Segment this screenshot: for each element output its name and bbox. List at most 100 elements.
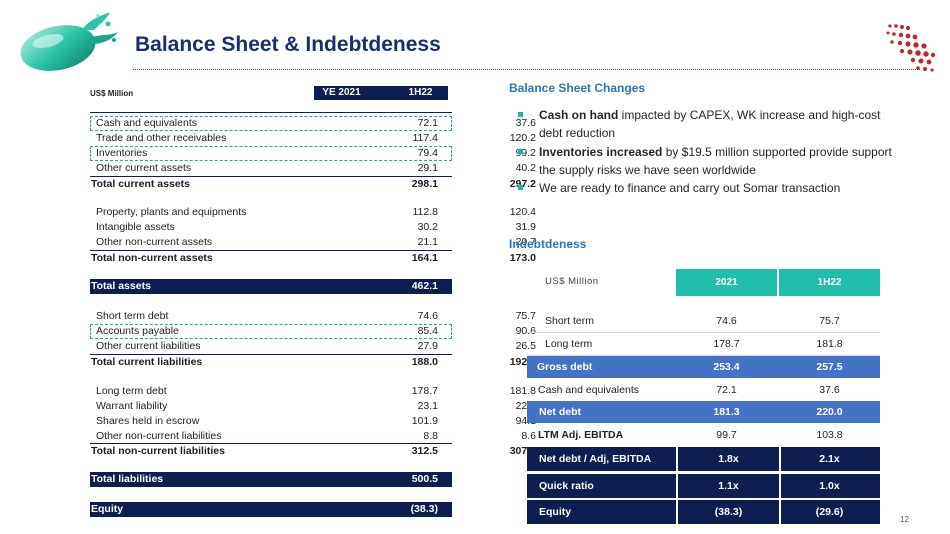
page-number: 12: [900, 515, 909, 524]
table-row: Cash and equivalents 72.1 37.6: [90, 116, 536, 131]
header-divider: [133, 69, 920, 70]
row-value-1h22: 1.0x: [819, 480, 840, 492]
bullet-bold-text: Inventories increased: [539, 145, 663, 159]
balance-table-unit: US$ Million: [90, 89, 134, 98]
row-label: Total assets: [91, 280, 151, 292]
bullet-text: by $19.5 million supported provide suppo…: [539, 145, 892, 177]
table-row-total: Total non-current liabilities 312.5 307.0: [90, 443, 536, 459]
balance-header-band: [369, 86, 393, 100]
row-value-ye2021: 85.4: [417, 325, 438, 337]
row-value-1h22: 8.6: [521, 430, 536, 442]
row-label: Other current liabilities: [96, 340, 201, 352]
table-row: Long term debt 178.7 181.8: [90, 384, 536, 399]
table-row-total: Total current assets 298.1 297.2: [90, 176, 536, 192]
table-row: Other non-current assets 21.1 20.7: [90, 235, 536, 250]
row-label: Inventories: [96, 147, 148, 159]
table-row-net-debt: Net debt 181.3 220.0: [527, 401, 880, 423]
row-label: Gross debt: [537, 361, 593, 373]
row-label: Other non-current assets: [96, 236, 213, 248]
row-value-1h22: 37.6: [819, 384, 840, 396]
row-value-1h22: 90.6: [515, 325, 536, 337]
table-row: Inventories 79.4 99.2: [90, 146, 536, 161]
row-value-ye2021: 74.6: [417, 310, 438, 322]
table-row: Warrant liability 23.1 22.5: [90, 399, 536, 414]
row-label: Long term: [545, 338, 593, 350]
table-row-total: Total current liabilities 188.0 192.8: [90, 354, 536, 370]
table-row: Other current assets 29.1 40.2: [90, 161, 536, 176]
row-value-1h22: 220.0: [779, 401, 880, 423]
row-value-1h22: 31.9: [515, 221, 536, 233]
row-value-ye2021: 178.7: [411, 385, 438, 397]
bullet-item: Inventories increased by $19.5 million s…: [518, 143, 899, 179]
table-row-total: Total non-current assets 164.1 173.0: [90, 250, 536, 266]
row-value-1h22: 2.1x: [819, 453, 840, 465]
row-label: Warrant liability: [96, 400, 168, 412]
row-value-2021: (38.3): [676, 500, 781, 524]
row-value-ye2021: 79.4: [417, 147, 438, 159]
row-value-1h22: 257.5: [779, 356, 880, 378]
row-value-2021: 178.7: [713, 338, 740, 350]
row-value-1h22: 470.2: [503, 280, 530, 292]
row-label: Intangible assets: [96, 221, 175, 233]
row-label: LTM Adj. EBITDA: [538, 429, 624, 441]
table-row: Other current liabilities 27.9 26.5: [90, 339, 536, 354]
row-label: Total non-current assets: [91, 252, 213, 264]
table-row: Accounts payable 85.4 90.6: [90, 324, 536, 339]
table-row: LTM Adj. EBITDA 99.7 103.8: [527, 424, 880, 446]
row-label: Total liabilities: [91, 473, 164, 485]
row-value-ye2021: 500.5: [411, 473, 438, 485]
row-label: Cash and equivalents: [96, 117, 197, 129]
row-label: Short term: [545, 315, 595, 327]
row-label: Other current assets: [96, 162, 192, 174]
row-value-2021: 99.7: [716, 429, 737, 441]
table-row-quick-ratio: Quick ratio 1.1x 1.0x: [527, 474, 880, 498]
row-value-ye2021: 164.1: [411, 252, 438, 264]
table-row-total-liabilities: Total liabilities 500.5 499.8: [90, 472, 530, 487]
row-value-ye2021: 21.1: [417, 236, 438, 248]
row-value-2021: 74.6: [716, 315, 737, 327]
table-row-gross-debt: Gross debt 253.4 257.5: [527, 356, 880, 378]
bullet-text: impacted by CAPEX, WK increase and high-…: [539, 108, 881, 140]
row-label: Shares held in escrow: [96, 415, 200, 427]
capsule-splash-logo: [20, 12, 118, 71]
table-row-equity: Equity (38.3) (29.6): [90, 502, 530, 517]
bullet-bold-text: Cash on hand: [539, 108, 619, 122]
row-value-ye2021: 23.1: [417, 400, 438, 412]
red-dotted-swirl-icon: [886, 24, 936, 72]
row-value-ye2021: 298.1: [411, 178, 438, 190]
changes-heading: Balance Sheet Changes: [509, 81, 646, 95]
row-label: Cash and equivalents: [538, 384, 639, 396]
row-value-1h22: (29.6): [815, 506, 844, 518]
row-label: Total non-current liabilities: [91, 445, 225, 457]
row-value-1h22: 75.7: [819, 315, 840, 327]
row-label: Equity: [539, 506, 572, 518]
row-value-ye2021: 112.8: [412, 206, 439, 218]
row-label: Trade and other receivables: [96, 132, 227, 144]
row-value-1h22: 499.8: [503, 473, 530, 485]
debt-col-1h22: 1H22: [779, 269, 880, 296]
row-value-1h22: 75.7: [515, 310, 536, 322]
row-value-1h22: 40.2: [515, 162, 536, 174]
bullet-square-icon: [518, 112, 523, 117]
row-value-1h22: 297.2: [509, 178, 536, 190]
row-label: Total current liabilities: [91, 356, 203, 368]
table-row-leverage: Net debt / Adj, EBITDA 1.8x 2.1x: [527, 447, 880, 471]
row-value-ye2021: (38.3): [410, 503, 438, 515]
row-label: Total current assets: [91, 178, 191, 190]
row-value-ye2021: 29.1: [417, 162, 438, 174]
row-label: Long term debt: [96, 385, 167, 397]
row-value-2021: 1.8x: [676, 447, 781, 471]
row-value-2021: 181.3: [676, 401, 777, 423]
row-value-1h22: 37.6: [515, 117, 536, 129]
row-value-1h22: 103.8: [816, 429, 843, 441]
row-value-ye2021: 27.9: [417, 340, 438, 352]
row-value-2021: 253.4: [676, 356, 777, 378]
row-label: Net debt / Adj, EBITDA: [539, 453, 652, 465]
row-label: Short term debt: [96, 310, 169, 322]
debt-col-2021: 2021: [676, 269, 777, 296]
balance-col-ye2021: YE 2021: [314, 86, 369, 100]
bullet-square-icon: [518, 185, 523, 190]
table-row: Trade and other receivables 117.4 120.2: [90, 131, 536, 146]
row-label: Net debt: [539, 406, 581, 418]
row-value-1h22: (29.6): [502, 503, 530, 515]
